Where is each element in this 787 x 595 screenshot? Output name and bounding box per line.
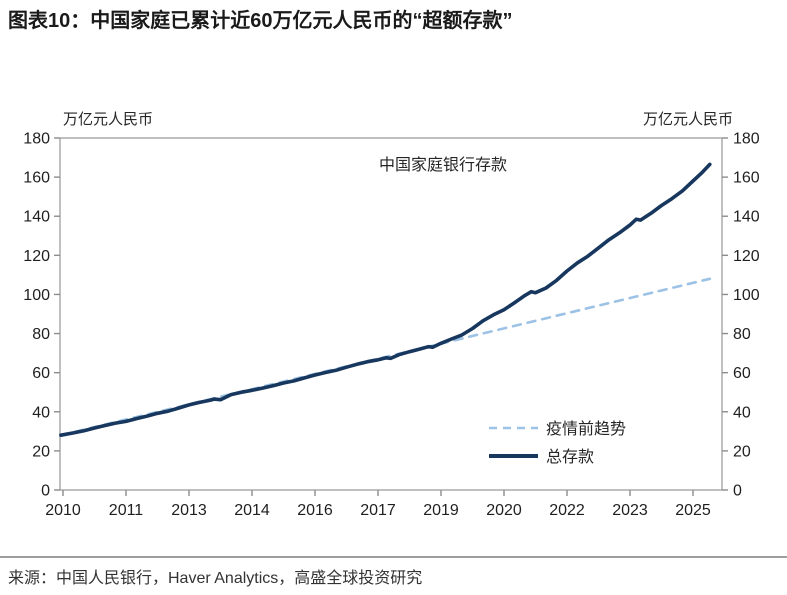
x-axis-tick-label: 2025 [675,502,711,519]
source-note: 来源：中国人民银行，Haver Analytics，高盛全球投资研究 [8,570,423,587]
y-axis-tick-label-left: 180 [23,131,50,148]
y-axis-tick-label-right: 160 [733,170,760,187]
y-axis-tick-label-left: 80 [32,326,50,343]
legend-label-total_deposits: 总存款 [546,448,594,466]
x-axis-tick-label: 2016 [297,502,333,519]
x-axis-tick-label: 2010 [45,502,81,519]
y-axis-tick-label-right: 20 [733,443,751,460]
left-axis-unit-label: 万亿元人民币 [63,111,153,128]
right-axis-unit-label: 万亿元人民币 [643,111,733,128]
axis-unit-labels: 万亿元人民币 万亿元人民币 [63,111,733,128]
y-axis-tick-label-left: 20 [32,443,50,460]
y-axis-tick-label-left: 120 [23,248,50,265]
y-axis-tick-label-left: 160 [23,170,50,187]
y-axis-tick-label-left: 0 [41,483,50,500]
y-axis-tick-label-right: 180 [733,131,760,148]
y-axis-tick-label-left: 140 [23,209,50,226]
axis-ticks [54,137,728,496]
chart-annotation: 中国家庭银行存款 [379,156,507,174]
chart-series [59,162,712,437]
x-axis-tick-label: 2022 [549,502,585,519]
y-axis-tick-label-left: 60 [32,365,50,382]
chart-title: 图表10：中国家庭已累计近60万亿元人民币的“超额存款” [8,10,513,32]
x-axis-tick-label: 2014 [234,502,270,519]
legend-label-pre_covid_trend: 疫情前趋势 [546,420,626,438]
y-axis-tick-label-left: 40 [32,404,50,421]
x-axis-tick-label: 2023 [612,502,648,519]
x-axis-tick-label: 2013 [171,502,207,519]
total-deposits-line [59,162,712,437]
y-axis-tick-label-right: 0 [733,483,742,500]
y-axis-tick-label-right: 140 [733,209,760,226]
y-axis-tick-label-right: 80 [733,326,751,343]
x-axis-tick-label: 2011 [109,502,144,519]
y-axis-tick-label-left: 100 [23,287,50,304]
y-axis-tick-label-right: 120 [733,248,760,265]
y-axis-tick-label-right: 60 [733,365,751,382]
x-axis-tick-label: 2017 [360,502,396,519]
x-axis-tick-label: 2019 [423,502,459,519]
chart-annotation-group: 中国家庭银行存款 [379,156,507,174]
source-divider [0,556,787,558]
y-axis-tick-label-right: 100 [733,287,760,304]
plot-frame-rect [59,137,723,491]
y-axis-tick-label-right: 40 [733,404,751,421]
x-axis-tick-label: 2020 [486,502,522,519]
plot-frame [59,137,723,491]
